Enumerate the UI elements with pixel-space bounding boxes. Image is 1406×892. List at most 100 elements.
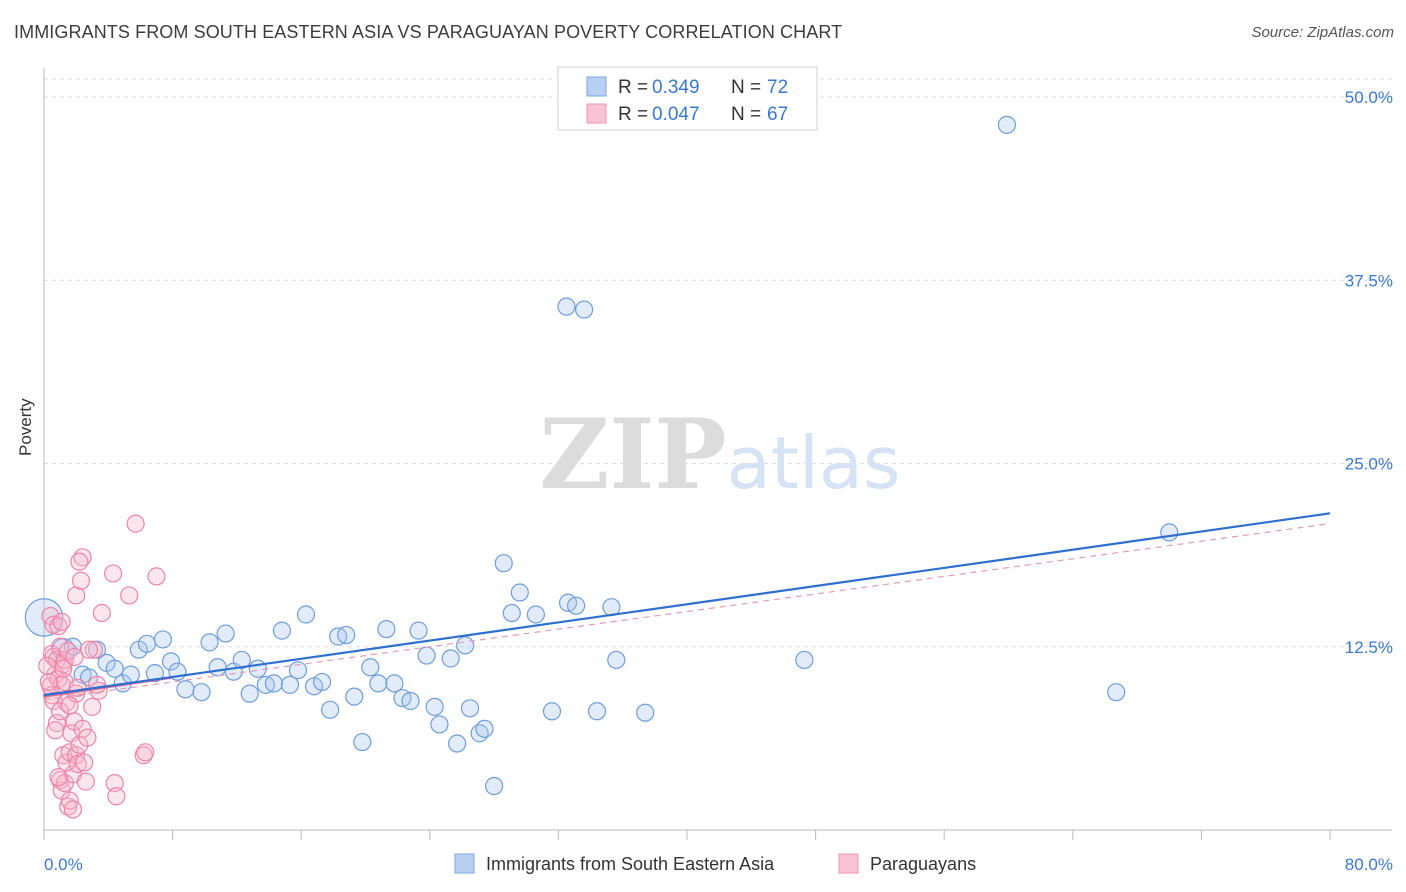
scatter-point-sea — [361, 658, 380, 677]
scatter-point-paraguayan — [39, 672, 58, 692]
scatter-point-sea — [216, 624, 235, 643]
scatter-point-paraguayan — [73, 719, 92, 738]
legend-r-value: 0.047 — [652, 104, 700, 125]
scatter-point-sea — [460, 699, 480, 718]
scatter-point-paraguayan — [136, 743, 155, 762]
legend-r-label: R = — [618, 77, 648, 98]
scatter-point-sea — [248, 659, 267, 678]
scatter-point-sea — [105, 659, 124, 678]
scatter-point-sea — [240, 684, 259, 703]
scatter-point-sea — [145, 664, 165, 683]
scatter-point-sea — [1160, 523, 1179, 542]
scatter-point-sea — [425, 697, 444, 716]
scatter-point-paraguayan — [38, 656, 57, 675]
scatter-point-sea — [208, 658, 227, 677]
scatter-point-paraguayan — [60, 696, 79, 715]
scatter-point-sea — [441, 649, 460, 668]
scatter-point-paraguayan — [76, 772, 95, 791]
scatter-point-paraguayan — [87, 675, 107, 694]
scatter-point-sea — [121, 665, 140, 684]
scatter-point-paraguayan — [46, 721, 65, 740]
legend-n-label: N = — [731, 104, 761, 125]
scatter-point-paraguayan — [126, 514, 145, 533]
scatter-point-sea — [161, 652, 181, 671]
scatter-point-sea — [566, 596, 586, 615]
scatter-point-sea — [272, 621, 292, 640]
scatter-point-paraguayan — [49, 768, 68, 787]
watermark: ZIPatlas — [539, 398, 900, 511]
scatter-point-paraguayan — [47, 713, 66, 733]
scatter-point-sea — [337, 625, 356, 645]
scatter-point-paraguayan — [105, 773, 124, 793]
scatter-point-sea — [353, 732, 372, 752]
scatter-point-sea — [1107, 683, 1126, 702]
x-tick-label: 80.0% — [1345, 855, 1393, 874]
scatter-point-sea — [430, 715, 449, 734]
scatter-point-sea — [377, 620, 396, 639]
scatter-point-paraguayan — [68, 678, 87, 697]
scatter-point-paraguayan — [134, 746, 153, 765]
scatter-point-sea — [510, 583, 529, 602]
chart-title: IMMIGRANTS FROM SOUTH EASTERN ASIA VS PA… — [14, 22, 843, 42]
scatter-point-paraguayan — [70, 552, 89, 571]
scatter-point-paraguayan — [50, 702, 70, 721]
scatter-point-paraguayan — [63, 800, 83, 819]
scatter-point-sea — [485, 776, 504, 796]
scatter-point-paraguayan — [83, 697, 102, 716]
legend-r-value: 0.349 — [652, 77, 700, 98]
legend-n-value: 67 — [767, 104, 788, 125]
scatter-point-sea — [502, 603, 521, 623]
scatter-point-paraguayan — [120, 586, 139, 605]
scatter-point-paraguayan — [75, 753, 94, 772]
scatter-point-paraguayan — [67, 586, 86, 605]
legend-n-value: 72 — [767, 77, 788, 98]
scatter-point-sea — [321, 700, 340, 719]
scatter-point-sea — [997, 115, 1016, 134]
scatter-point-paraguayan — [71, 571, 91, 590]
scatter-point-sea — [280, 675, 300, 694]
scatter-point-paraguayan — [104, 564, 123, 583]
scatter-point-sea — [494, 554, 513, 573]
scatter-point-paraguayan — [84, 640, 103, 659]
y-tick-label: 37.5% — [1345, 271, 1393, 290]
scatter-point-sea — [456, 636, 475, 655]
scatter-point-sea — [542, 702, 562, 721]
scatter-point-sea — [153, 630, 173, 649]
scatter-point-sea — [192, 683, 211, 702]
bottom-legend-swatch — [454, 853, 475, 874]
scatter-point-paraguayan — [65, 647, 84, 667]
source-credit: Source: ZipAtlas.com — [1251, 24, 1394, 41]
scatter-point-paraguayan — [92, 603, 111, 623]
scatter-point-sea — [345, 687, 364, 706]
bottom-legend-swatch — [838, 853, 859, 874]
trendline-paraguayan-dashed — [43, 523, 1331, 701]
scatter-point-paraguayan — [107, 787, 126, 806]
scatter-point-sea — [232, 650, 251, 670]
bottom-legend-label: Immigrants from South Eastern Asia — [486, 854, 775, 874]
legend-swatch — [586, 76, 607, 97]
scatter-point-paraguayan — [54, 659, 73, 678]
y-tick-label: 25.0% — [1345, 455, 1393, 474]
scatter-point-sea — [575, 300, 594, 319]
y-tick-label: 50.0% — [1345, 88, 1393, 107]
scatter-point-sea — [401, 691, 420, 711]
scatter-point-sea — [475, 719, 494, 738]
scatter-point-sea — [137, 634, 156, 653]
scatter-point-sea — [288, 661, 308, 680]
scatter-point-sea — [636, 703, 655, 722]
scatter-point-sea — [557, 297, 576, 316]
scatter-point-paraguayan — [52, 612, 71, 631]
scatter-point-sea — [607, 650, 626, 670]
bottom-legend-label: Paraguayans — [870, 854, 976, 874]
trendline-sea — [43, 512, 1331, 697]
scatter-point-sea — [409, 621, 428, 640]
scatter-point-sea — [264, 674, 283, 693]
scatter-point-sea — [296, 605, 316, 624]
x-tick-label: 0.0% — [44, 855, 83, 874]
legend-swatch — [586, 103, 607, 124]
scatter-point-paraguayan — [68, 754, 87, 774]
scatter-point-sea — [417, 646, 436, 665]
scatter-point-sea — [448, 734, 467, 753]
scatter-point-paraguayan — [79, 640, 99, 659]
